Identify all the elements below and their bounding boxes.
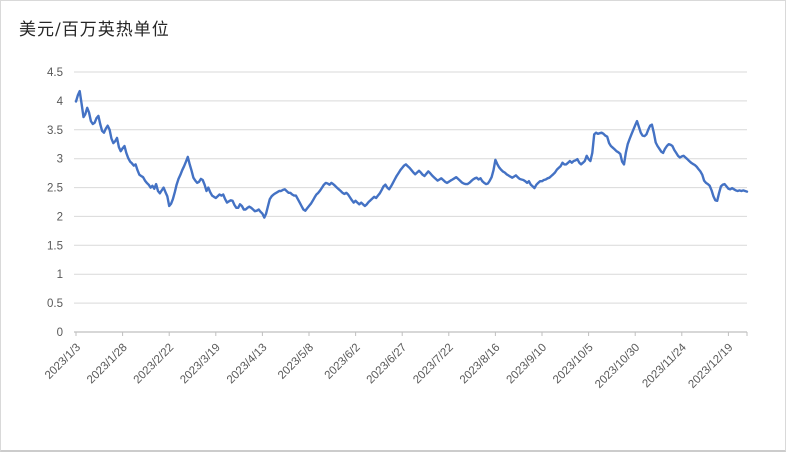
y-axis-tick-label: 1 — [57, 269, 63, 281]
x-axis-tick-label: 2023/6/2 — [323, 342, 363, 382]
chart-title: 美元/百万英热单位 — [19, 20, 170, 40]
y-axis-tick-label: 1.5 — [47, 240, 63, 252]
y-axis-tick-label: 2 — [57, 211, 63, 223]
x-axis-tick-label: 2023/4/13 — [225, 342, 270, 387]
y-axis-tick-label: 4.5 — [47, 67, 63, 79]
price-line — [74, 89, 749, 219]
y-axis-tick-label: 4 — [57, 96, 64, 108]
x-axis-tick-label: 2023/3/19 — [178, 342, 223, 387]
x-axis-tick-label: 2023/11/24 — [640, 341, 689, 390]
x-axis-tick-label: 2023/10/30 — [593, 342, 642, 391]
x-axis-tick-label: 2023/7/22 — [411, 342, 456, 387]
x-axis-tick-label: 2023/1/28 — [85, 342, 130, 387]
x-axis-tick-label: 2023/10/5 — [551, 342, 596, 387]
y-axis-tick-label: 2.5 — [47, 183, 63, 195]
x-axis-tick-label: 2023/6/27 — [365, 342, 410, 387]
x-axis-tick-label: 2023/2/22 — [132, 342, 177, 387]
x-axis-tick-label: 2023/8/16 — [458, 342, 503, 387]
y-axis-tick-label: 3.5 — [47, 125, 63, 137]
x-axis-tick-label: 2023/9/10 — [504, 342, 549, 387]
x-axis-tick-label: 2023/5/8 — [276, 342, 316, 382]
y-axis-tick-label: 0 — [57, 327, 63, 339]
y-axis-tick-label: 0.5 — [47, 298, 63, 310]
y-axis-tick-label: 3 — [57, 154, 63, 166]
x-axis-tick-label: 2023/1/3 — [43, 342, 83, 382]
x-axis-tick-label: 2023/12/19 — [686, 342, 735, 391]
